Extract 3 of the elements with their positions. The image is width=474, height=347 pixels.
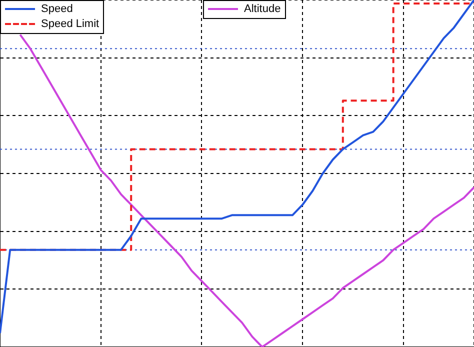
legend-label: Speed [41,3,73,15]
legend-label: Speed Limit [41,18,100,30]
legend-label: Altitude [244,3,281,15]
